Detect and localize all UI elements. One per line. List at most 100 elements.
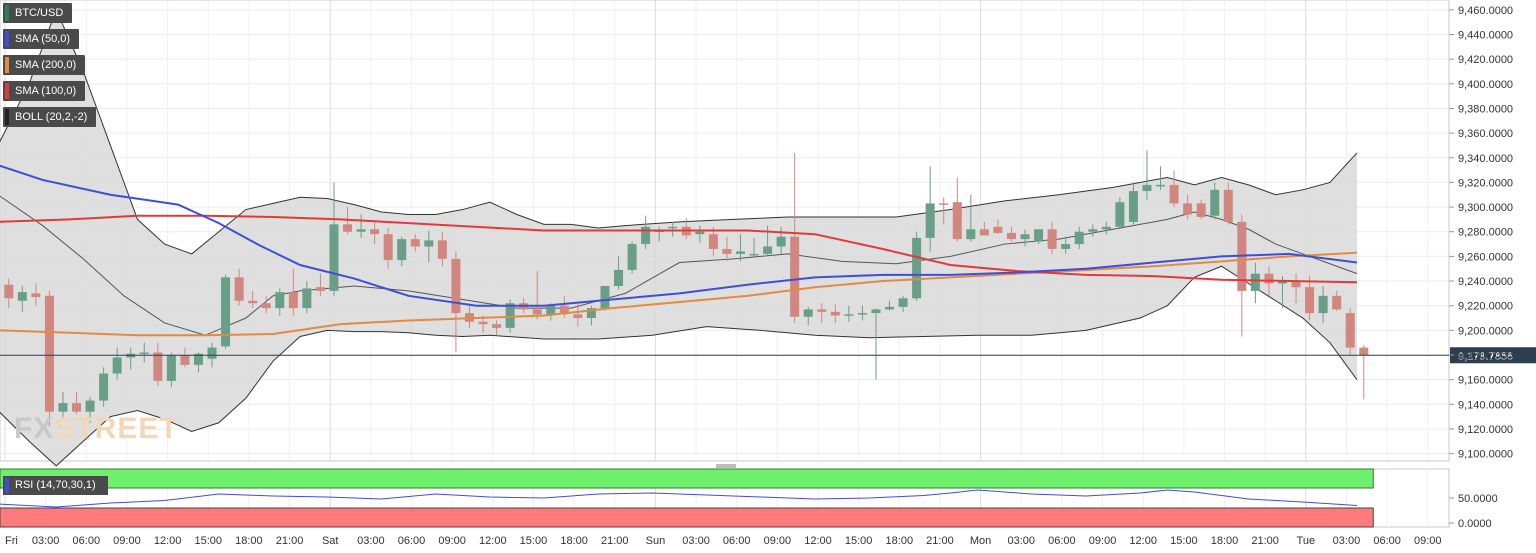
candle[interactable] <box>383 228 393 269</box>
candle[interactable] <box>17 285 27 312</box>
candle[interactable] <box>830 304 840 323</box>
candle[interactable] <box>4 278 14 309</box>
candle[interactable] <box>1156 166 1166 190</box>
candle[interactable] <box>72 391 82 415</box>
candle-body <box>153 352 163 381</box>
candle[interactable] <box>1101 221 1111 235</box>
legend-sma100[interactable]: SMA (100,0) <box>3 81 86 101</box>
candle-body <box>1305 287 1315 314</box>
candle[interactable] <box>844 305 854 322</box>
candle[interactable] <box>546 303 556 321</box>
candle[interactable] <box>939 197 949 225</box>
candle[interactable] <box>1142 150 1152 200</box>
candle[interactable] <box>641 215 651 249</box>
candle[interactable] <box>437 231 447 267</box>
candle[interactable] <box>1115 197 1125 230</box>
candle[interactable] <box>803 306 813 326</box>
legend-rsi[interactable]: RSI (14,70,30,1) <box>3 476 108 495</box>
candle[interactable] <box>221 274 231 349</box>
candle[interactable] <box>1318 285 1328 323</box>
legend-sma50[interactable]: SMA (50,0) <box>3 29 80 49</box>
candle[interactable] <box>573 301 583 327</box>
candle[interactable] <box>614 256 624 290</box>
candle[interactable] <box>966 194 976 242</box>
candle[interactable] <box>492 320 502 336</box>
candle[interactable] <box>1196 199 1206 220</box>
candle[interactable] <box>695 225 705 243</box>
legend-sma200[interactable]: SMA (200,0) <box>3 55 86 75</box>
candle[interactable] <box>952 177 962 242</box>
candle[interactable] <box>722 236 732 262</box>
candle[interactable] <box>234 268 244 306</box>
candle[interactable] <box>424 230 434 263</box>
candle[interactable] <box>1128 182 1138 225</box>
candle[interactable] <box>857 305 867 321</box>
candle[interactable] <box>600 285 610 311</box>
candle[interactable] <box>1169 170 1179 208</box>
candle[interactable] <box>912 231 922 301</box>
candle[interactable] <box>166 352 176 388</box>
candle[interactable] <box>370 221 380 245</box>
candle[interactable] <box>749 237 759 257</box>
candle[interactable] <box>85 396 95 423</box>
candle[interactable] <box>993 219 1003 235</box>
candle[interactable] <box>898 295 908 312</box>
candle[interactable] <box>708 226 718 257</box>
candle[interactable] <box>627 241 637 274</box>
candle[interactable] <box>1020 229 1030 247</box>
candle[interactable] <box>1074 226 1084 249</box>
candle[interactable] <box>288 268 298 316</box>
candle[interactable] <box>1047 221 1057 254</box>
candle[interactable] <box>1061 236 1071 254</box>
candle[interactable] <box>410 234 420 252</box>
candle[interactable] <box>1223 182 1233 225</box>
candle[interactable] <box>1250 262 1260 304</box>
candle[interactable] <box>735 234 745 262</box>
candle[interactable] <box>1359 345 1369 400</box>
candle[interactable] <box>1088 224 1098 237</box>
candle-body <box>85 400 95 412</box>
candle[interactable] <box>275 288 285 316</box>
legend-boll[interactable]: BOLL (20,2,-2) <box>3 107 97 127</box>
candle[interactable] <box>979 221 989 236</box>
candle[interactable] <box>532 271 542 320</box>
candle[interactable] <box>1345 308 1355 355</box>
candle[interactable] <box>329 182 339 296</box>
candle[interactable] <box>776 226 786 254</box>
candle[interactable] <box>44 290 54 427</box>
candle[interactable] <box>817 303 827 323</box>
candle[interactable] <box>1210 182 1220 220</box>
candle[interactable] <box>193 352 203 373</box>
candle[interactable] <box>180 347 190 368</box>
candle[interactable] <box>248 290 258 309</box>
candle[interactable] <box>1332 290 1342 311</box>
panel-resize-handle[interactable] <box>716 464 736 468</box>
candle[interactable] <box>58 391 68 420</box>
candle[interactable] <box>302 281 312 314</box>
candle-body <box>478 321 488 325</box>
candle[interactable] <box>668 221 678 237</box>
candle[interactable] <box>885 300 895 311</box>
candle[interactable] <box>99 367 109 407</box>
candle[interactable] <box>1183 194 1193 220</box>
candle[interactable] <box>1006 226 1016 242</box>
candle[interactable] <box>315 273 325 296</box>
candle[interactable] <box>1291 273 1301 304</box>
candle[interactable] <box>139 342 149 363</box>
candle[interactable] <box>790 152 800 323</box>
candle[interactable] <box>356 214 366 238</box>
candle[interactable] <box>1034 229 1044 245</box>
x-tick-label: 21:00 <box>1251 535 1279 547</box>
y-tick-label: 9,280.0000 <box>1458 227 1513 239</box>
candle[interactable] <box>397 236 407 267</box>
candle[interactable] <box>31 283 41 306</box>
legend-btcusd[interactable]: BTC/USD <box>3 3 73 23</box>
candle[interactable] <box>586 305 596 326</box>
candle[interactable] <box>261 295 271 314</box>
candle[interactable] <box>112 347 122 380</box>
candle[interactable] <box>871 308 881 380</box>
candle[interactable] <box>1305 276 1315 321</box>
candle[interactable] <box>925 166 935 252</box>
candle[interactable] <box>153 342 163 386</box>
